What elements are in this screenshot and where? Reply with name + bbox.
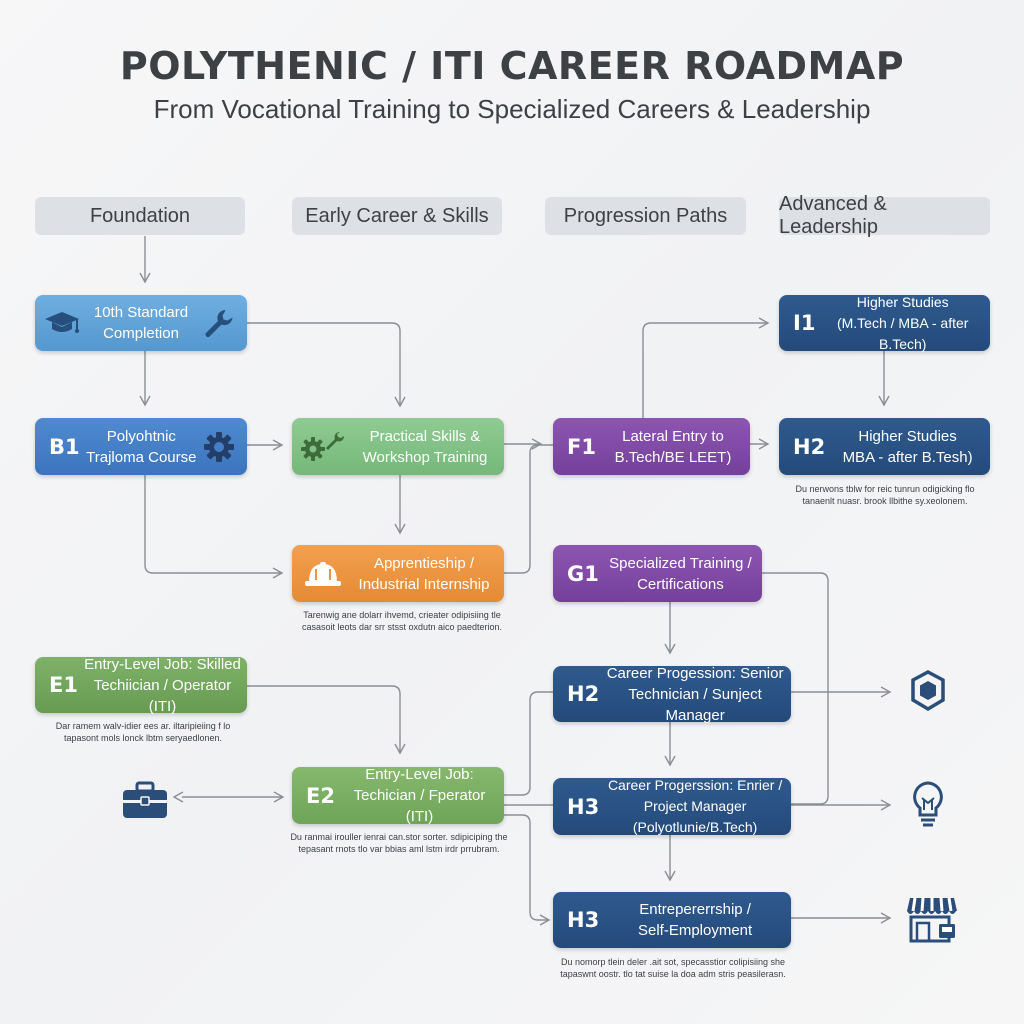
gear-icon <box>203 431 247 463</box>
column-header-advanced: Advanced & Leadership <box>779 193 990 238</box>
node-e1-label: Entry-Level Job: Skilled Techiician / Op… <box>84 655 241 715</box>
node-i1-higher-studies[interactable]: I1 Higher Studies (M.Tech / MBA - after … <box>779 294 990 352</box>
page-title: POLYTHENIC / ITI CAREER ROADMAP <box>119 44 905 88</box>
note-e1: Dar ramem walv-idier ees ar. iltaripieii… <box>55 721 231 743</box>
column-header-progression: Progression Paths <box>545 197 746 235</box>
hard-hat-icon <box>292 558 344 590</box>
node-f1-label: Lateral Entry to B.Tech/BE LEET) <box>614 427 732 466</box>
node-b1-polytechnic[interactable]: B1 Polyohtnic Trajloma Course <box>35 418 247 475</box>
node-apprenticeship[interactable]: Apprentieship / Industrial Internship <box>292 545 504 602</box>
arrow-f1-to-i1 <box>642 317 770 418</box>
node-e1-tag: E1 <box>49 673 78 697</box>
node-g1-tag: G1 <box>567 561 599 586</box>
graduation-cap-icon <box>35 308 81 338</box>
node-h3a-label: Career Progerssion: Enrier / Project Man… <box>607 777 783 835</box>
gears-wrench-icon <box>292 429 346 465</box>
column-header-early-career: Early Career & Skills <box>292 197 502 235</box>
node-b1-tag: B1 <box>49 434 80 459</box>
node-practical-skills-label: Practical Skills & Workshop Training <box>362 427 488 466</box>
arrow-e1-to-e2 <box>247 685 406 755</box>
node-h3b-tag: H3 <box>567 908 600 932</box>
arrow-b1-to-apprentice <box>144 475 284 579</box>
node-f1-tag: F1 <box>567 434 596 459</box>
arrow-10th-to-practical <box>247 322 406 408</box>
wrench-icon <box>201 306 247 340</box>
node-h2a-tag: H2 <box>793 434 826 459</box>
node-h3a-tag: H3 <box>567 794 600 819</box>
node-e1-entry-level-skilled[interactable]: E1 Entry-Level Job: Skilled Techiician /… <box>35 656 247 715</box>
node-h3-project-manager[interactable]: H3 Career Progerssion: Enrier / Project … <box>553 777 791 835</box>
note-apprenticeship: Tarenwig ane dolarr ihvemd, crieater odi… <box>301 610 503 632</box>
node-e2-tag: E2 <box>306 783 335 808</box>
node-apprenticeship-label: Apprentieship / Industrial Internship <box>358 554 490 593</box>
storefront-icon <box>905 893 959 950</box>
node-g1-specialized-training[interactable]: G1 Specialized Training / Certifications <box>553 545 762 602</box>
line-g1-to-h3a <box>762 572 829 805</box>
node-h3b-label: Entrepererrship / Self-Employment <box>637 901 753 939</box>
node-h2-higher-studies-mba[interactable]: H2 Higher Studies MBA - after B.Tesh) <box>779 418 990 475</box>
node-i1-label: Higher Studies (M.Tech / MBA - after B.T… <box>836 293 969 352</box>
shield-badge-icon <box>910 670 946 717</box>
node-h2b-label: Career Progession: Senior Technician / S… <box>606 664 784 724</box>
node-i1-tag: I1 <box>793 311 816 335</box>
node-f1-lateral-entry[interactable]: F1 Lateral Entry to B.Tech/BE LEET) <box>553 418 750 475</box>
page-subtitle: From Vocational Training to Specialized … <box>153 94 871 124</box>
line-apprentice-to-f1 <box>504 444 553 574</box>
arrow-e2-to-h3b <box>504 814 551 926</box>
node-h2b-tag: H2 <box>567 682 600 706</box>
node-10th-standard-label: 10th Standard Completion <box>93 304 189 342</box>
node-h2a-label: Higher Studies MBA - after B.Tesh) <box>842 427 973 466</box>
note-h2-higher-studies: Du nerwons tblw for reic tunrun odigicki… <box>795 484 975 506</box>
node-10th-standard[interactable]: 10th Standard Completion <box>35 295 247 351</box>
toolbox-icon <box>121 780 169 825</box>
lightbulb-icon <box>906 780 950 835</box>
node-b1-label: Polyohtnic Trajloma Course <box>86 427 197 466</box>
note-e2: Du ranmai irouller ienrai can.stor sorte… <box>290 832 508 854</box>
node-h3-entrepreneurship[interactable]: H3 Entrepererrship / Self-Employment <box>553 892 791 948</box>
node-g1-label: Specialized Training / Certifications <box>609 554 752 593</box>
node-e2-entry-level[interactable]: E2 Entry-Level Job: Techician / Fperator… <box>292 766 504 825</box>
node-practical-skills[interactable]: Practical Skills & Workshop Training <box>292 418 504 475</box>
node-h2-senior-technician[interactable]: H2 Career Progession: Senior Technician … <box>553 665 791 724</box>
line-e2-to-h2b <box>504 691 553 796</box>
node-e2-label: Entry-Level Job: Techician / Fperator (I… <box>353 766 486 825</box>
note-entrepreneurship: Du nomorp tlein deler .ait sot, specasst… <box>560 957 786 979</box>
column-header-foundation: Foundation <box>35 197 245 235</box>
